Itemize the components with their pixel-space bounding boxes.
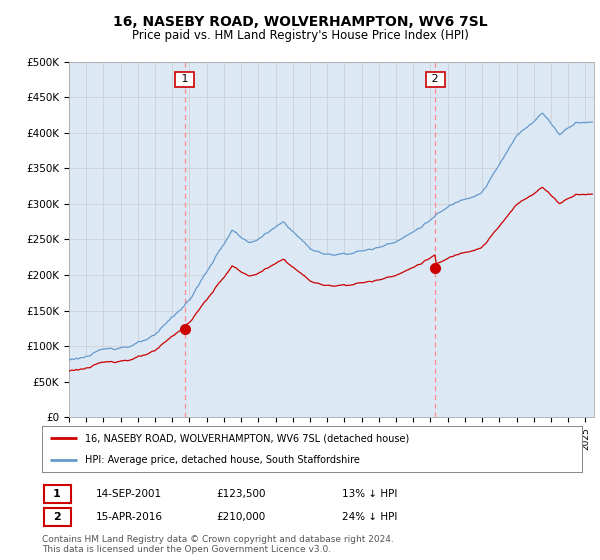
Text: 16, NASEBY ROAD, WOLVERHAMPTON, WV6 7SL: 16, NASEBY ROAD, WOLVERHAMPTON, WV6 7SL (113, 15, 487, 29)
Text: 2: 2 (428, 74, 443, 85)
Text: 24% ↓ HPI: 24% ↓ HPI (342, 512, 397, 522)
Text: 13% ↓ HPI: 13% ↓ HPI (342, 489, 397, 499)
Text: Price paid vs. HM Land Registry's House Price Index (HPI): Price paid vs. HM Land Registry's House … (131, 29, 469, 42)
Text: £210,000: £210,000 (216, 512, 265, 522)
Text: 16, NASEBY ROAD, WOLVERHAMPTON, WV6 7SL (detached house): 16, NASEBY ROAD, WOLVERHAMPTON, WV6 7SL … (85, 433, 409, 444)
Text: £123,500: £123,500 (216, 489, 265, 499)
Text: 1: 1 (53, 489, 61, 499)
Text: Contains HM Land Registry data © Crown copyright and database right 2024.
This d: Contains HM Land Registry data © Crown c… (42, 535, 394, 554)
Text: 2: 2 (53, 512, 61, 522)
Text: 14-SEP-2001: 14-SEP-2001 (96, 489, 162, 499)
Text: 15-APR-2016: 15-APR-2016 (96, 512, 163, 522)
Text: HPI: Average price, detached house, South Staffordshire: HPI: Average price, detached house, Sout… (85, 455, 360, 465)
Text: 1: 1 (178, 74, 191, 85)
